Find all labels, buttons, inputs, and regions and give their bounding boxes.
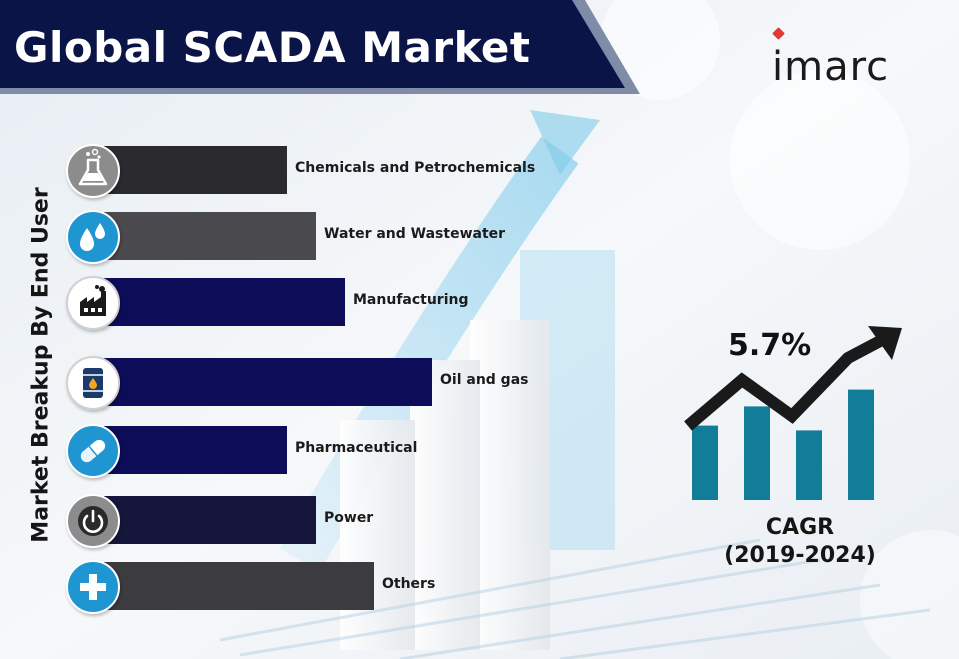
cagr-period: (2019-2024)	[724, 543, 876, 568]
bar-row: Oil and gas	[0, 356, 600, 410]
cagr-label: CAGR	[765, 515, 835, 540]
pill-icon	[66, 424, 120, 478]
cagr-bar	[848, 389, 874, 500]
bar	[104, 146, 287, 194]
bar-row: Others	[0, 560, 600, 614]
cagr-bar	[796, 430, 822, 500]
bar-row: Chemicals and Petrochemicals	[0, 144, 600, 198]
brand-logo: imarc	[772, 44, 890, 90]
bar	[104, 426, 287, 474]
bar	[104, 358, 432, 406]
title-banner	[0, 0, 640, 94]
oil-barrel-icon	[66, 356, 120, 410]
category-label: Chemicals and Petrochemicals	[295, 160, 536, 176]
cagr-graphic	[684, 326, 902, 500]
bar-row: Water and Wastewater	[0, 210, 600, 264]
cagr-bar	[692, 425, 718, 500]
category-label: Pharmaceutical	[295, 440, 418, 456]
arrow-head-icon	[868, 326, 902, 360]
bar	[104, 496, 316, 544]
bar	[104, 278, 345, 326]
growth-arrow-icon	[684, 334, 885, 431]
category-label: Water and Wastewater	[324, 226, 506, 242]
bar-row: Pharmaceutical	[0, 424, 600, 478]
bar-row: Power	[0, 494, 600, 548]
category-label: Power	[324, 510, 374, 526]
plus-icon	[66, 560, 120, 614]
bar	[104, 562, 374, 610]
bar	[104, 212, 316, 260]
category-label: Others	[382, 576, 436, 592]
cagr-bar	[744, 406, 770, 500]
cagr-value: 5.7%	[728, 328, 812, 363]
page-title: Global SCADA Market	[14, 23, 531, 72]
water-drops-icon	[66, 210, 120, 264]
category-label: Manufacturing	[353, 292, 469, 308]
flask-icon	[66, 144, 120, 198]
factory-icon	[66, 276, 120, 330]
power-icon	[66, 494, 120, 548]
bar-row: Manufacturing	[0, 276, 600, 330]
category-label: Oil and gas	[440, 372, 529, 388]
